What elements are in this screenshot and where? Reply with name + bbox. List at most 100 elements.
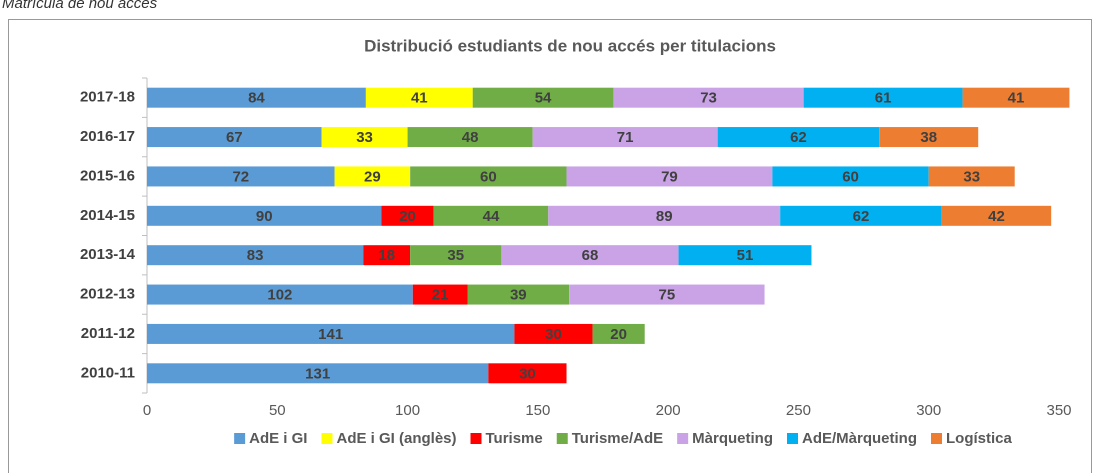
data-label: 102	[267, 287, 292, 304]
bar-segment	[803, 87, 963, 108]
y-tick-label: 2015-16	[80, 167, 135, 184]
legend-swatch	[234, 433, 246, 444]
bar-segment	[928, 166, 1015, 187]
legend-label: Màrqueting	[692, 430, 773, 447]
data-label: 20	[399, 208, 416, 225]
y-tick-label: 2017-18	[80, 89, 135, 106]
bar-segment	[363, 245, 411, 266]
bar-segment	[381, 205, 434, 226]
legend-swatch	[931, 433, 942, 444]
data-label: 21	[432, 287, 449, 304]
bar-segment	[569, 284, 765, 305]
bar-segment	[147, 245, 364, 266]
data-label: 83	[247, 247, 264, 264]
bar-segment	[334, 166, 411, 187]
data-label: 44	[483, 208, 500, 225]
x-tick-label: 50	[269, 402, 286, 419]
data-label: 41	[1008, 90, 1025, 107]
legend-label: AdE i GI	[249, 430, 307, 447]
data-label: 60	[842, 168, 859, 185]
data-label: 41	[411, 90, 428, 107]
data-label: 33	[963, 168, 980, 185]
data-label: 71	[617, 129, 634, 146]
bar-segment	[147, 87, 366, 108]
bar-segment	[472, 87, 614, 108]
y-tick-label: 2010-11	[81, 364, 135, 381]
data-label: 131	[305, 365, 330, 382]
bar-segment	[514, 323, 593, 344]
legend-label: Logística	[946, 430, 1013, 447]
bar-segment	[488, 363, 567, 384]
x-tick-label: 0	[143, 402, 151, 419]
bar-segment	[772, 166, 929, 187]
data-label: 30	[519, 365, 536, 382]
bar-segment	[365, 87, 473, 108]
bar-segment	[717, 127, 880, 148]
data-label: 35	[447, 247, 464, 264]
y-tick-label: 2016-17	[80, 128, 135, 145]
y-tick-label: 2011-12	[81, 325, 135, 342]
bar-segment	[592, 323, 645, 344]
data-label: 33	[356, 129, 373, 146]
bar-segment	[548, 205, 781, 226]
bar-segment	[467, 284, 570, 305]
x-tick-label: 250	[786, 402, 811, 419]
y-tick-label: 2014-15	[80, 207, 135, 224]
data-label: 60	[480, 168, 497, 185]
bar-segment	[879, 127, 979, 148]
bar-segment	[410, 245, 502, 266]
data-label: 72	[232, 168, 249, 185]
data-label: 54	[535, 90, 552, 107]
bar-segment	[147, 205, 382, 226]
y-tick-label: 2013-14	[80, 246, 136, 263]
data-label: 30	[545, 326, 562, 343]
data-label: 39	[510, 287, 527, 304]
bar-segment	[407, 127, 533, 148]
bar-segment	[412, 284, 468, 305]
bar-segment	[433, 205, 549, 226]
page-caption: Matrícula de nou accés	[2, 0, 158, 12]
data-label: 62	[790, 129, 807, 146]
x-tick-label: 200	[656, 402, 681, 419]
data-label: 42	[988, 208, 1005, 225]
x-tick-label: 150	[525, 402, 550, 419]
legend-swatch	[787, 433, 798, 444]
data-label: 141	[318, 326, 343, 343]
bar-segment	[941, 205, 1052, 226]
bar-segment	[613, 87, 804, 108]
bar-segment	[147, 127, 322, 148]
y-tick-label: 2012-13	[80, 286, 135, 303]
bar-segment	[532, 127, 718, 148]
legend-label: AdE/Màrqueting	[802, 430, 917, 447]
data-label: 20	[610, 326, 627, 343]
data-label: 62	[853, 208, 870, 225]
bar-segment	[147, 284, 413, 305]
bar-segment	[962, 87, 1070, 108]
bar-segment	[321, 127, 408, 148]
data-label: 67	[226, 129, 243, 146]
data-label: 51	[737, 247, 754, 264]
legend-swatch	[677, 433, 689, 444]
data-label: 48	[462, 129, 479, 146]
legend-swatch	[470, 433, 482, 444]
bar-segment	[147, 323, 515, 344]
data-label: 61	[875, 90, 892, 107]
data-label: 84	[248, 90, 265, 107]
x-tick-label: 350	[1046, 402, 1071, 419]
data-label: 89	[656, 208, 673, 225]
bar-segment	[410, 166, 567, 187]
bar-segment	[566, 166, 773, 187]
legend-label: Turisme	[486, 430, 543, 447]
chart-title: Distribució estudiants de nou accés per …	[364, 36, 776, 55]
data-label: 18	[378, 247, 395, 264]
legend-swatch	[321, 433, 333, 444]
bar-segment	[501, 245, 679, 266]
bar-segment	[780, 205, 942, 226]
data-label: 75	[658, 287, 675, 304]
data-label: 90	[256, 208, 273, 225]
data-label: 38	[920, 129, 937, 146]
x-tick-label: 100	[395, 402, 420, 419]
legend-label: AdE i GI (anglès)	[336, 430, 456, 447]
legend-swatch	[556, 433, 568, 444]
